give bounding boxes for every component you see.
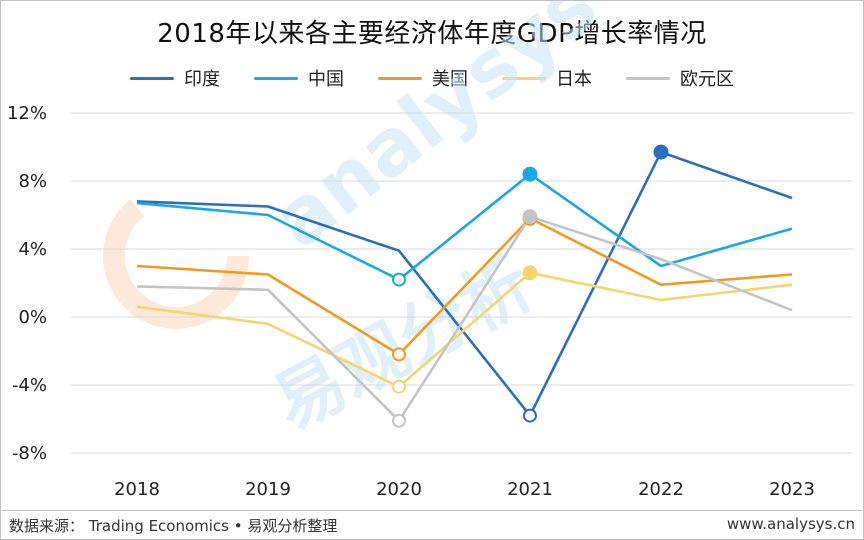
series-lines — [136, 150, 793, 423]
data-point-marker — [392, 379, 406, 394]
x-tick-label: 2023 — [769, 479, 815, 500]
legend-item: 欧元区 — [626, 65, 734, 91]
data-point-marker — [653, 144, 669, 160]
y-tick-label: 0% — [18, 307, 47, 328]
x-tick-label: 2022 — [638, 479, 684, 500]
x-tick-label: 2019 — [245, 479, 291, 500]
legend-item: 印度 — [130, 65, 220, 91]
legend-item: 日本 — [502, 65, 592, 91]
y-tick-label: -4% — [12, 375, 47, 396]
y-axis-ticks: -8% -4% 0% 4% 8% 12% — [7, 103, 47, 464]
series-line — [136, 172, 793, 281]
legend-swatch — [626, 76, 670, 80]
x-tick-label: 2021 — [507, 479, 553, 500]
data-point-marker — [523, 408, 537, 423]
footer-divider — [1, 510, 863, 511]
legend-label: 印度 — [184, 69, 220, 90]
data-point-marker — [522, 166, 538, 182]
y-tick-label: -8% — [12, 443, 47, 464]
data-point-marker — [392, 272, 406, 287]
series-line — [136, 271, 793, 389]
chart-title: 2018年以来各主要经济体年度GDP增长率情况 — [157, 19, 707, 49]
y-tick-label: 8% — [18, 171, 47, 192]
site-url: www.analysys.cn — [726, 515, 855, 533]
series-line — [136, 150, 793, 417]
x-tick-label: 2018 — [114, 479, 160, 500]
y-tick-label: 12% — [7, 103, 47, 124]
data-point-marker — [392, 347, 406, 362]
legend-label: 日本 — [556, 69, 592, 90]
legend-item: 美国 — [378, 65, 468, 91]
legend-item: 中国 — [254, 65, 344, 91]
data-point-marker — [522, 209, 538, 225]
legend-swatch — [378, 76, 422, 80]
series-line — [136, 215, 793, 423]
chart-legend: 印度 中国 美国 日本 欧元区 — [1, 65, 863, 91]
legend-swatch — [130, 76, 174, 80]
data-source: 数据来源： Trading Economics • 易观分析整理 — [9, 517, 338, 535]
data-point-marker — [522, 265, 538, 281]
data-point-marker — [392, 413, 406, 428]
series-line — [136, 217, 793, 356]
x-axis-ticks: 2018 2019 2020 2021 2022 2023 — [114, 479, 815, 500]
legend-label: 欧元区 — [680, 69, 734, 90]
legend-swatch — [502, 76, 546, 80]
y-tick-label: 4% — [18, 239, 47, 260]
x-tick-label: 2020 — [376, 479, 422, 500]
series-markers — [392, 144, 669, 428]
watermark-logo — [103, 183, 249, 329]
legend-label: 美国 — [432, 69, 468, 90]
legend-swatch — [254, 76, 298, 80]
legend-label: 中国 — [308, 69, 344, 90]
grid-lines — [71, 112, 853, 454]
